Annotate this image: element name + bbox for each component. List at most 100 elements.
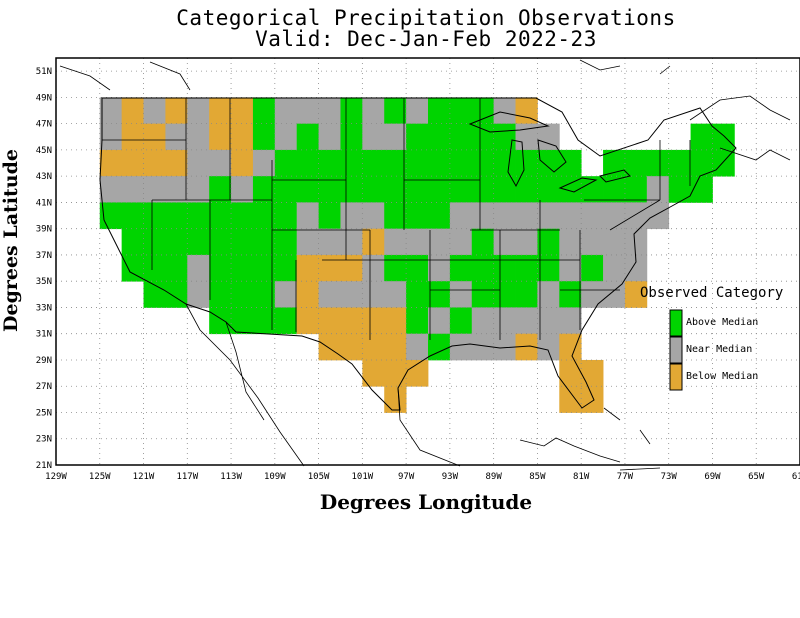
grid-cell-13 bbox=[384, 97, 407, 125]
grid-cell-1 bbox=[121, 97, 144, 125]
y-tick-label: 39N bbox=[36, 225, 52, 235]
x-tick-label: 121W bbox=[133, 472, 155, 482]
grid-cell-160 bbox=[362, 254, 385, 282]
grid-cell-218 bbox=[428, 333, 451, 361]
grid-cell-195 bbox=[624, 281, 648, 308]
grid-cell-86 bbox=[428, 176, 451, 203]
grid-cell-201 bbox=[318, 307, 341, 335]
grid-cell-77 bbox=[231, 176, 254, 203]
grid-cell-138 bbox=[406, 228, 429, 256]
grid-cell-112 bbox=[384, 202, 407, 230]
y-tick-label: 35N bbox=[36, 277, 52, 287]
grid-cell-12 bbox=[362, 97, 385, 125]
grid-cell-228 bbox=[559, 359, 582, 387]
grid-cell-109 bbox=[318, 202, 341, 230]
x-tick-label: 65W bbox=[748, 472, 765, 482]
grid-cell-126 bbox=[143, 228, 166, 256]
grid-cell-158 bbox=[318, 254, 341, 282]
grid-cell-144 bbox=[537, 228, 560, 256]
grid-cell-215 bbox=[362, 333, 385, 361]
grid-cell-55 bbox=[362, 149, 385, 177]
grid-cell-72 bbox=[121, 176, 144, 203]
grid-cell-216 bbox=[384, 333, 407, 361]
grid-cell-101 bbox=[143, 202, 166, 230]
grid-cell-127 bbox=[165, 228, 188, 256]
grid-cell-149 bbox=[121, 254, 144, 282]
y-tick-label: 33N bbox=[36, 303, 52, 313]
grid-cell-92 bbox=[559, 176, 582, 203]
x-tick-label: 129W bbox=[45, 472, 67, 482]
grid-cell-165 bbox=[471, 254, 495, 282]
grid-cell-76 bbox=[209, 176, 232, 203]
us-outline bbox=[99, 97, 737, 411]
grid-cell-128 bbox=[187, 228, 210, 256]
grid-cell-231 bbox=[559, 386, 582, 413]
grid-cell-103 bbox=[187, 202, 210, 230]
grid-cell-97 bbox=[668, 176, 691, 203]
grid-cell-198 bbox=[252, 307, 276, 335]
grid-cell-140 bbox=[449, 228, 473, 256]
grid-cell-3 bbox=[165, 97, 188, 125]
grid-cell-115 bbox=[449, 202, 473, 230]
grid-cell-96 bbox=[646, 176, 670, 203]
grid-cell-207 bbox=[449, 307, 473, 335]
grid-cell-26 bbox=[231, 123, 254, 151]
grid-cell-74 bbox=[165, 176, 188, 203]
x-tick-label: 73W bbox=[661, 472, 678, 482]
grid-cell-110 bbox=[340, 202, 363, 230]
grid-cell-168 bbox=[537, 254, 560, 282]
y-tick-label: 45N bbox=[36, 146, 52, 156]
grid-cell-75 bbox=[187, 176, 210, 203]
grid-cell-184 bbox=[384, 281, 407, 308]
grid-cell-217 bbox=[406, 333, 429, 361]
grid-cell-36 bbox=[449, 123, 473, 151]
grid-cell-194 bbox=[603, 281, 626, 308]
grid-cell-43 bbox=[99, 149, 123, 177]
grid-cell-164 bbox=[449, 254, 473, 282]
grid-cell-163 bbox=[428, 254, 451, 282]
grid-cell-89 bbox=[493, 176, 516, 203]
y-tick-label: 47N bbox=[36, 120, 52, 130]
legend-label-above: Above Median bbox=[686, 317, 758, 328]
x-tick-label: 97W bbox=[398, 472, 415, 482]
grid-cell-232 bbox=[581, 386, 604, 413]
grid-cell-222 bbox=[515, 333, 538, 361]
legend-swatch-below bbox=[669, 363, 683, 391]
grid-cell-111 bbox=[362, 202, 385, 230]
grid-cell-29 bbox=[296, 123, 319, 151]
grid-cell-125 bbox=[121, 228, 144, 256]
grid-cell-7 bbox=[252, 97, 276, 125]
x-tick-label: 61W bbox=[792, 472, 800, 482]
grid-cell-206 bbox=[428, 307, 451, 335]
x-tick-label: 101W bbox=[352, 472, 374, 482]
grid-cell-67 bbox=[646, 149, 670, 177]
x-tick-label: 117W bbox=[176, 472, 198, 482]
grid-cell-180 bbox=[296, 281, 319, 308]
grid-cell-210 bbox=[515, 307, 538, 335]
grid-cell-107 bbox=[274, 202, 298, 230]
grid-cell-79 bbox=[274, 176, 298, 203]
grid-cell-145 bbox=[559, 228, 582, 256]
grid-cell-105 bbox=[231, 202, 254, 230]
grid-cell-133 bbox=[296, 228, 319, 256]
grid-cell-136 bbox=[362, 228, 385, 256]
lake-erie bbox=[558, 177, 598, 193]
y-tick-label: 23N bbox=[36, 435, 52, 445]
grid-cell-59 bbox=[449, 149, 473, 177]
grid-cell-183 bbox=[362, 281, 385, 308]
grid-cell-122 bbox=[603, 202, 626, 230]
legend-swatch-above bbox=[669, 309, 683, 337]
grid-cell-134 bbox=[318, 228, 341, 256]
grid-cell-226 bbox=[384, 359, 407, 387]
grid-cell-78 bbox=[252, 176, 276, 203]
x-tick-label: 69W bbox=[704, 472, 721, 482]
grid-cell-6 bbox=[231, 97, 254, 125]
grid-cell-172 bbox=[624, 254, 648, 282]
y-tick-label: 51N bbox=[36, 67, 52, 77]
grid-cell-38 bbox=[493, 123, 516, 151]
grid-cell-139 bbox=[428, 228, 451, 256]
grid-cell-205 bbox=[406, 307, 429, 335]
grid-cell-91 bbox=[537, 176, 560, 203]
grid-cell-40 bbox=[537, 123, 560, 151]
grid-cell-208 bbox=[471, 307, 495, 335]
